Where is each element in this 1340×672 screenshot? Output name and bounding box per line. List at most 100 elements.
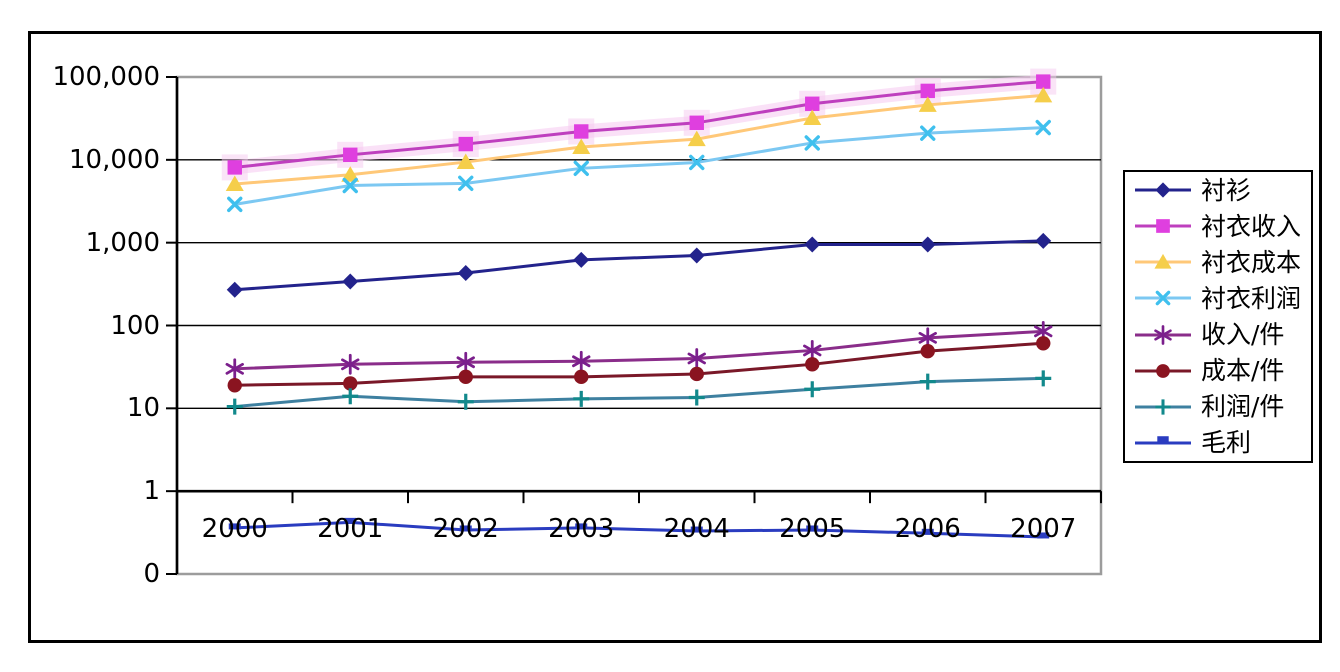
y-axis-tick-label: 0: [143, 559, 160, 589]
plus-marker-icon: [226, 398, 243, 415]
asterisk-marker-icon: [225, 358, 244, 380]
x-axis-tick-label: 2005: [779, 514, 846, 544]
series-line-shirt-revenue: [234, 80, 1044, 169]
series-line-shirts: [234, 239, 1044, 292]
square-marker-icon: [1036, 74, 1051, 89]
circle-marker-icon: [689, 366, 704, 382]
diamond-marker-icon: [457, 265, 474, 282]
triangle-marker-icon: [918, 96, 937, 112]
triangle-marker-icon: [687, 130, 706, 147]
x-marker-icon: [689, 154, 705, 171]
legend-sample-gross-margin: [1135, 436, 1191, 445]
plus-marker-icon: [457, 393, 474, 410]
series-line-shirt-profit: [234, 126, 1044, 206]
diamond-marker-icon: [919, 236, 936, 253]
y-axis-tick-label: 100,000: [52, 62, 160, 92]
series-gross-margin: [228, 517, 1050, 539]
square-marker-icon: [458, 136, 473, 152]
series-line-revenue-per-unit: [234, 329, 1044, 371]
legend-label: 衬衣收入: [1201, 211, 1302, 241]
triangle-marker-icon: [456, 153, 475, 170]
y-axis-tick-label: 10,000: [69, 144, 160, 175]
triangle-marker-icon: [1034, 86, 1053, 103]
legend-sample-shirt-profit: [1135, 291, 1191, 306]
series-line-gross-margin: [234, 520, 1044, 539]
series-cost-per-unit: [227, 336, 1051, 393]
asterisk-marker-icon: [687, 348, 706, 369]
square-marker-icon: [689, 115, 704, 130]
asterisk-marker-icon: [572, 350, 591, 372]
square-marker-icon: [343, 147, 358, 163]
dash-marker-icon: [459, 525, 472, 532]
dash-marker-icon: [575, 523, 588, 530]
diamond-marker-icon: [1155, 182, 1171, 198]
triangle-marker-icon: [803, 109, 822, 125]
series-line-profit-per-unit: [234, 376, 1044, 409]
legend-item-gross-margin: 毛利: [1125, 425, 1311, 461]
triangle-marker-icon: [341, 166, 360, 182]
plus-marker-icon: [1155, 399, 1171, 415]
x-marker-icon: [573, 160, 589, 177]
legend-item-cost-per-unit: 成本/件: [1125, 353, 1311, 389]
dash-marker-icon: [1157, 436, 1169, 442]
y-axis: [166, 76, 179, 575]
legend-label: 利润/件: [1201, 392, 1285, 422]
x-axis: [176, 491, 1102, 504]
x-axis-tick-label: 2002: [432, 514, 499, 544]
asterisk-marker-icon: [918, 327, 937, 349]
y-axis-tick-label: 1: [143, 476, 160, 507]
legend-sample-shirt-revenue: [1135, 219, 1191, 234]
plus-marker-icon: [1035, 370, 1052, 387]
triangle-marker-icon: [1154, 254, 1172, 269]
series-profit-per-unit: [226, 370, 1052, 415]
series-shirt-profit: [227, 119, 1051, 213]
legend-item-shirt-cost: 衬衣成本: [1125, 244, 1311, 280]
legend-label: 衬衣利润: [1201, 283, 1302, 313]
legend-sample-shirt-cost: [1135, 254, 1191, 269]
x-axis-tick-label: 2007: [1010, 514, 1077, 544]
legend-label: 收入/件: [1201, 320, 1285, 350]
dash-marker-icon: [1037, 532, 1050, 539]
x-marker-icon: [227, 196, 243, 213]
square-marker-icon: [1156, 219, 1170, 234]
legend-item-shirt-revenue: 衬衣收入: [1125, 208, 1311, 244]
circle-marker-icon: [574, 369, 589, 385]
asterisk-marker-icon: [803, 340, 822, 361]
square-marker-icon: [574, 124, 589, 139]
legend-sample-profit-per-unit: [1135, 399, 1191, 415]
legend-label: 衬衫: [1201, 175, 1252, 205]
x-axis-tick-label: 2003: [548, 514, 615, 544]
legend-label: 衬衣成本: [1201, 247, 1302, 277]
legend-sample-revenue-per-unit: [1135, 324, 1191, 345]
series-line-shirt-cost: [234, 93, 1044, 186]
circle-marker-icon: [920, 343, 935, 359]
circle-marker-icon: [1156, 363, 1170, 378]
diamond-marker-icon: [688, 247, 705, 264]
circle-marker-icon: [227, 378, 242, 393]
dash-marker-icon: [806, 525, 819, 532]
x-marker-icon: [920, 125, 936, 141]
x-marker-icon: [1155, 291, 1171, 306]
series-shirt-cost: [225, 86, 1053, 192]
asterisk-marker-icon: [1154, 324, 1172, 345]
asterisk-marker-icon: [456, 351, 475, 373]
circle-marker-icon: [458, 369, 473, 385]
series-shirts: [226, 232, 1052, 298]
x-axis-tick-label: 2000: [201, 514, 268, 544]
diamond-marker-icon: [804, 236, 821, 253]
series-revenue-per-unit: [225, 320, 1053, 380]
legend-sample-shirts: [1135, 182, 1191, 198]
dash-marker-icon: [344, 517, 357, 524]
square-marker-icon: [227, 160, 242, 175]
x-axis-tick-label: 2004: [663, 514, 730, 544]
square-marker-icon: [805, 96, 820, 111]
x-marker-icon: [458, 175, 474, 192]
circle-marker-icon: [1036, 336, 1051, 351]
diamond-marker-icon: [226, 281, 243, 298]
legend-label: 毛利: [1201, 428, 1252, 458]
y-axis-tick-label: 1,000: [85, 227, 160, 258]
legend-item-revenue-per-unit: 收入/件: [1125, 317, 1311, 353]
dash-marker-icon: [690, 526, 703, 533]
diamond-marker-icon: [342, 273, 359, 290]
